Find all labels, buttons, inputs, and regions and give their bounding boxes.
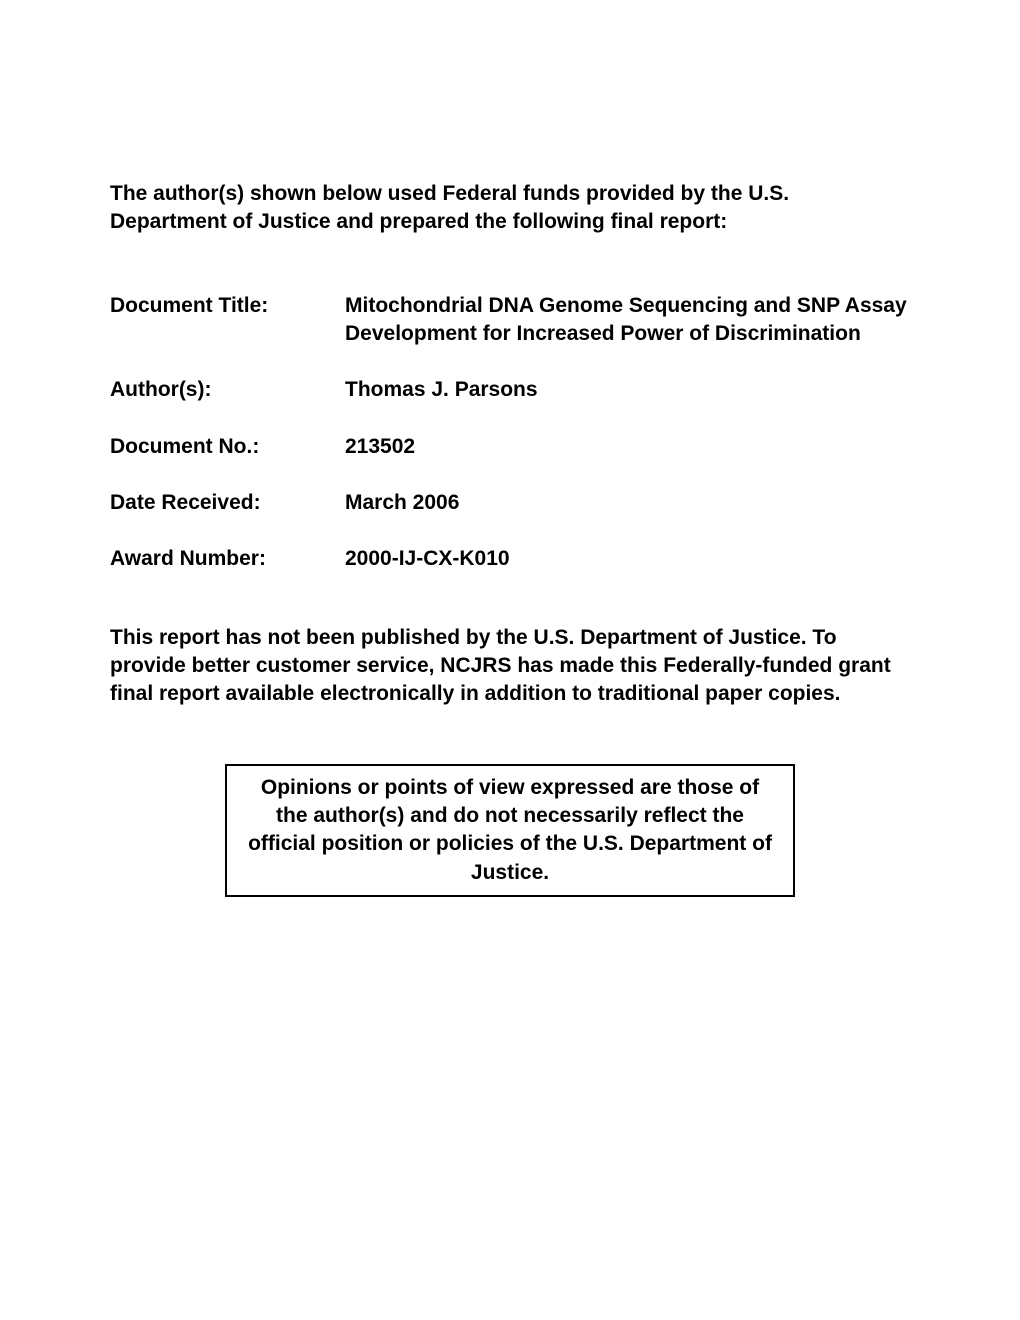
- metadata-row-author: Author(s): Thomas J. Parsons: [110, 376, 910, 404]
- metadata-value: Thomas J. Parsons: [345, 376, 910, 404]
- metadata-value: 2000-IJ-CX-K010: [345, 545, 910, 573]
- metadata-label: Document Title:: [110, 292, 345, 349]
- metadata-row-award: Award Number: 2000-IJ-CX-K010: [110, 545, 910, 573]
- opinion-disclaimer-box: Opinions or points of view expressed are…: [225, 764, 795, 897]
- metadata-label: Author(s):: [110, 376, 345, 404]
- metadata-value: March 2006: [345, 489, 910, 517]
- metadata-label: Date Received:: [110, 489, 345, 517]
- metadata-row-docno: Document No.: 213502: [110, 433, 910, 461]
- metadata-label: Award Number:: [110, 545, 345, 573]
- metadata-row-date: Date Received: March 2006: [110, 489, 910, 517]
- metadata-value: Mitochondrial DNA Genome Sequencing and …: [345, 292, 910, 349]
- metadata-row-title: Document Title: Mitochondrial DNA Genome…: [110, 292, 910, 349]
- metadata-label: Document No.:: [110, 433, 345, 461]
- disclosure-paragraph: This report has not been published by th…: [110, 624, 910, 709]
- metadata-block: Document Title: Mitochondrial DNA Genome…: [110, 292, 910, 574]
- metadata-value: 213502: [345, 433, 910, 461]
- intro-paragraph: The author(s) shown below used Federal f…: [110, 180, 910, 237]
